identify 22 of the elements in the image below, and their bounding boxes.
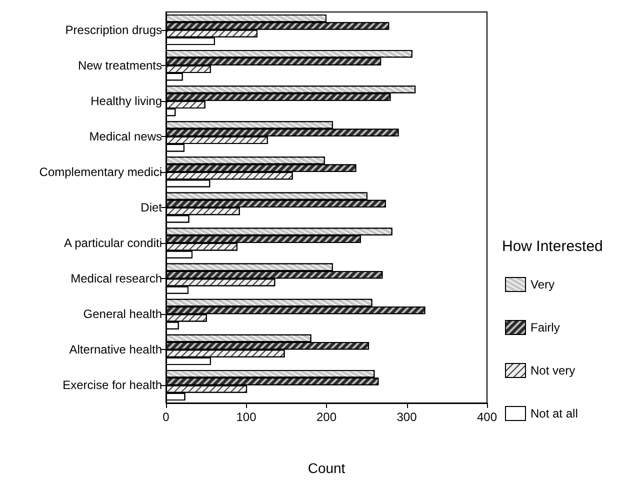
y-tick-label: Medical research xyxy=(70,272,162,286)
y-tick-label: New treatments xyxy=(78,58,162,72)
x-tick-label: 300 xyxy=(396,410,418,424)
y-tick-label: A particular conditi xyxy=(64,236,162,250)
x-tick-label: 200 xyxy=(316,410,337,424)
legend-label: Very xyxy=(530,278,555,292)
y-tick-label: Complementary medici xyxy=(39,164,162,179)
x-tick-label: 0 xyxy=(162,410,170,424)
y-tick-label: Alternative health xyxy=(69,342,162,357)
y-tick-label: Medical news xyxy=(89,129,162,144)
y-tick-label: Diet xyxy=(140,200,163,214)
legend-label: Fairly xyxy=(530,320,560,334)
x-axis-title: Count xyxy=(308,460,346,476)
x-tick-label: 100 xyxy=(236,410,257,424)
y-tick-label: General health xyxy=(83,307,162,322)
x-tick-label: 400 xyxy=(476,410,498,424)
legend-title: How Interested xyxy=(502,238,603,255)
y-tick-label: Healthy living xyxy=(90,94,162,108)
y-tick-label: Prescription drugs xyxy=(65,22,162,37)
legend-label: Not very xyxy=(530,364,576,378)
y-tick-label: Exercise for health xyxy=(62,378,162,392)
text: Not at all xyxy=(530,406,578,420)
